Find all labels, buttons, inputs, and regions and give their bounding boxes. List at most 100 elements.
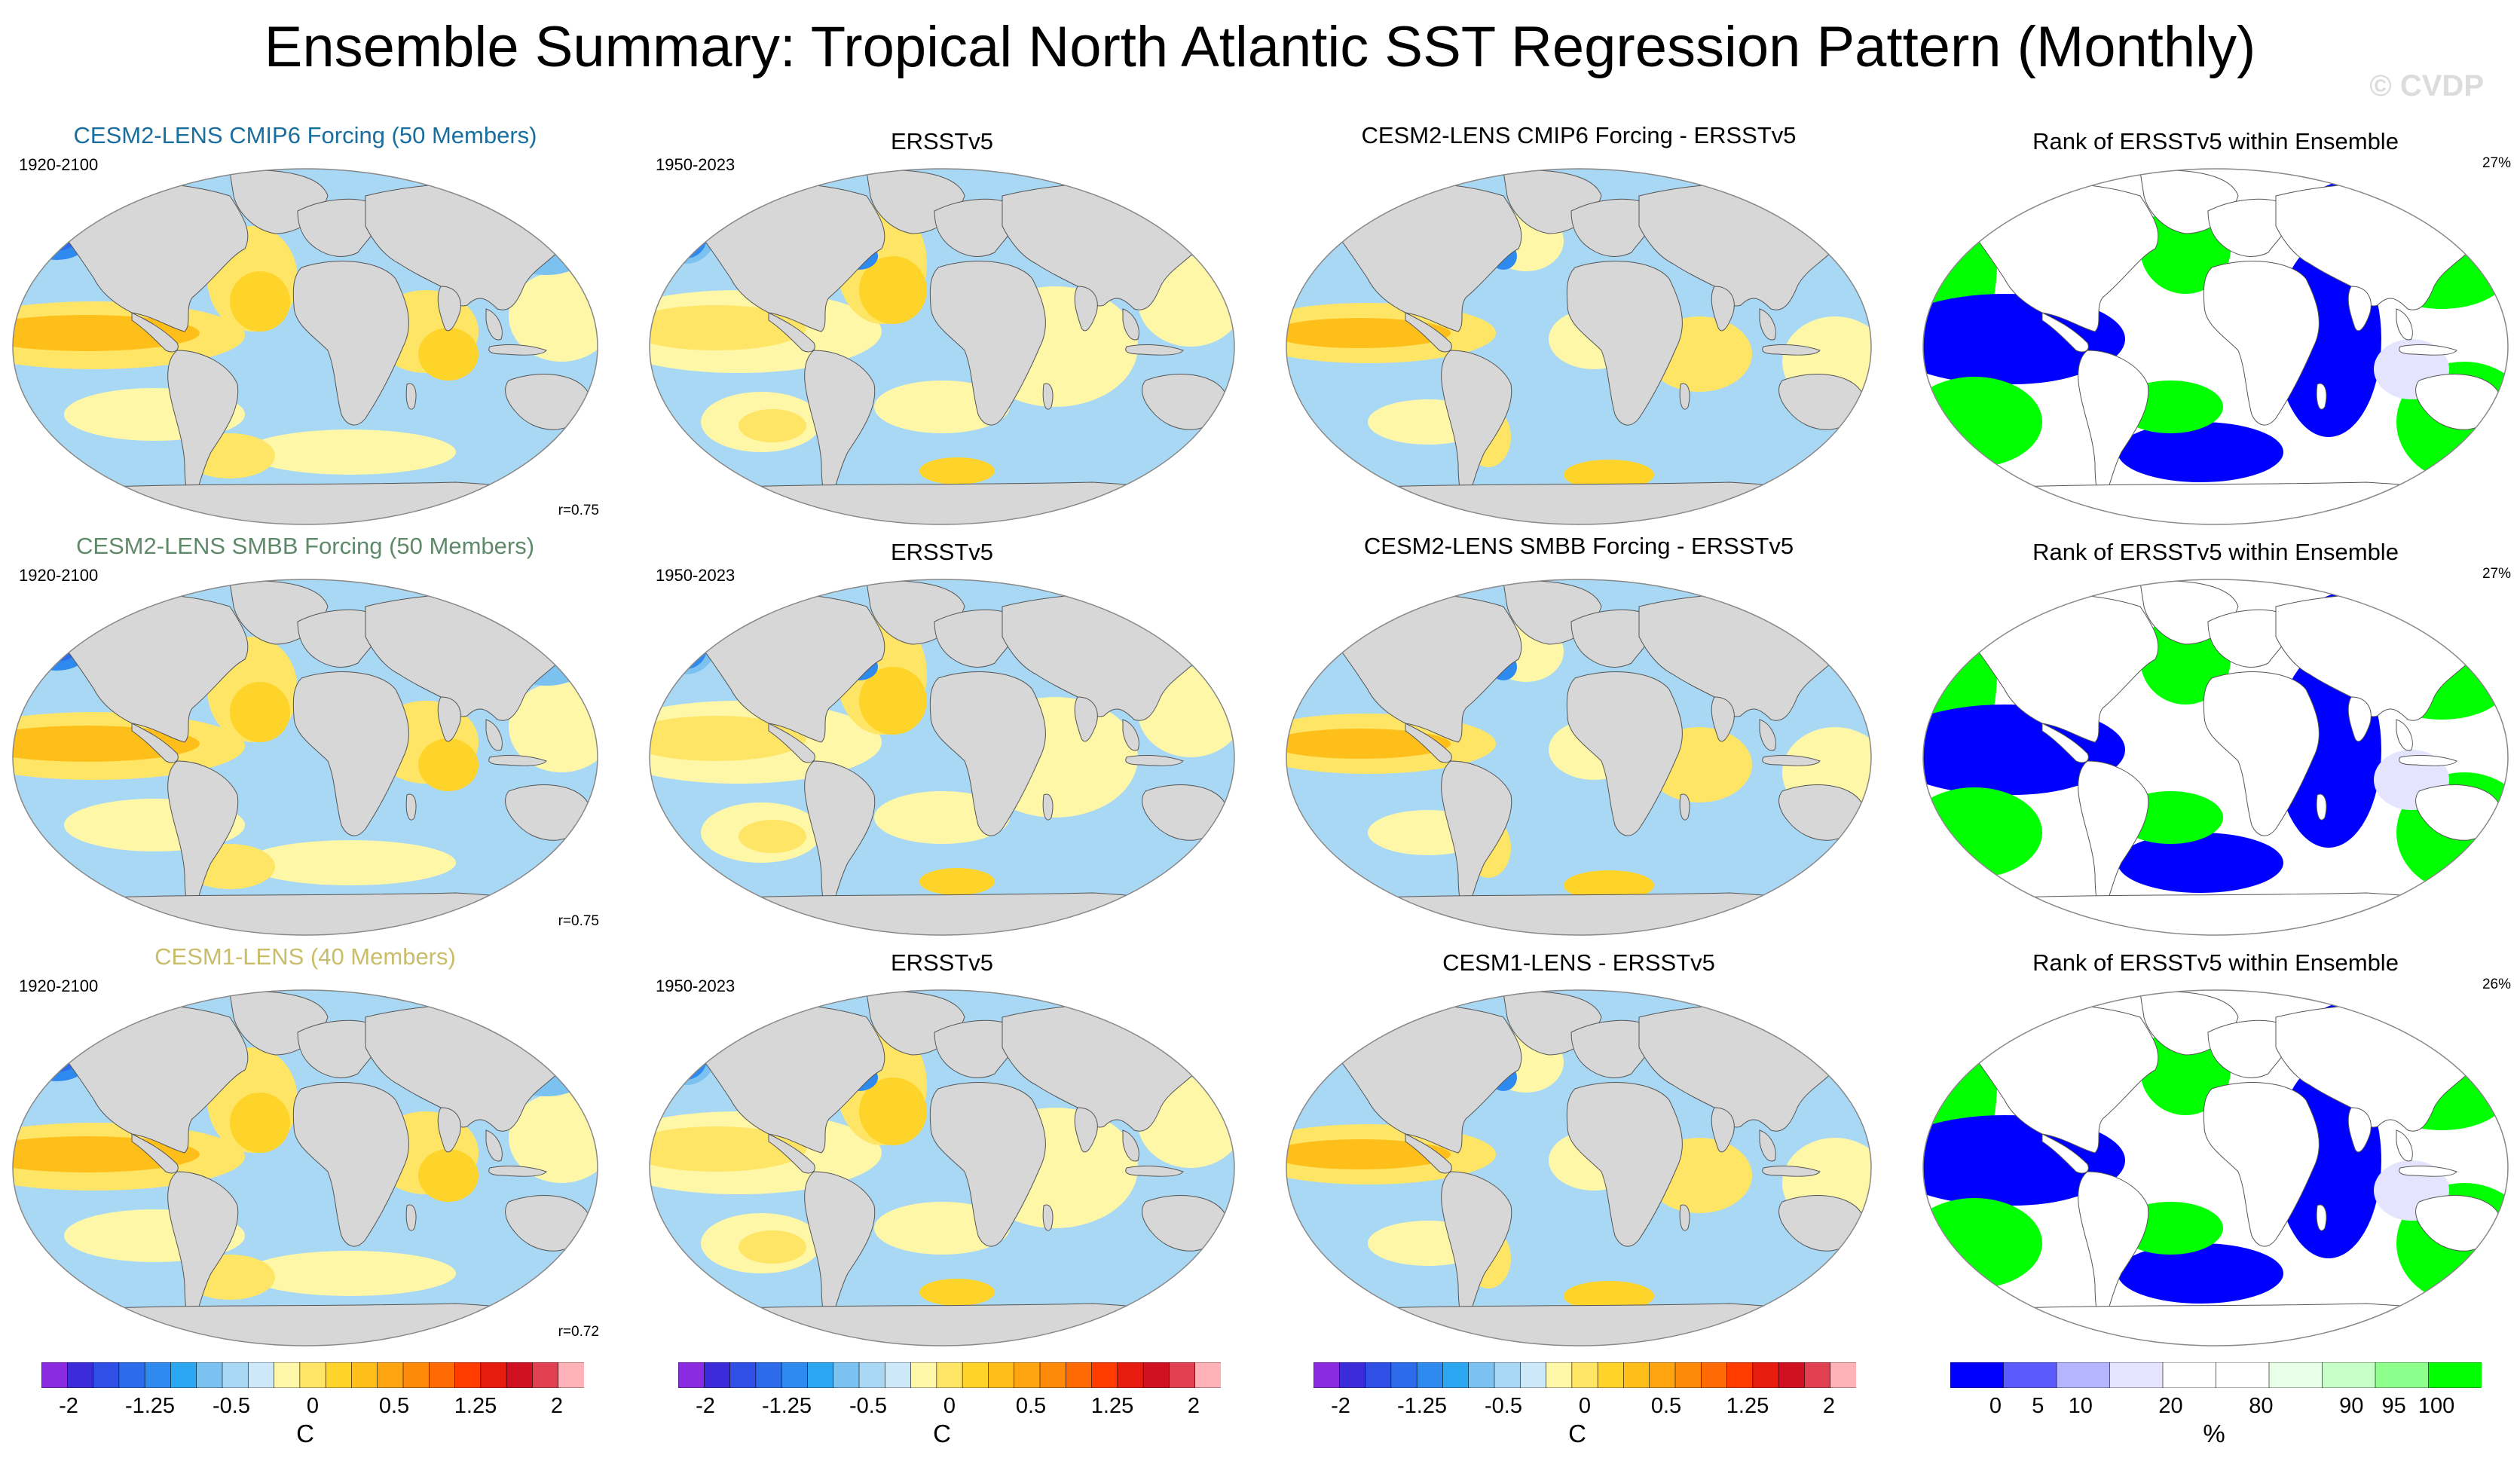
colorbar-swatch bbox=[1365, 1362, 1392, 1388]
colorbar-swatch bbox=[1623, 1362, 1650, 1388]
colorbar-swatch bbox=[1468, 1362, 1495, 1388]
colorbar-swatch bbox=[1390, 1362, 1418, 1388]
colorbar-swatch bbox=[1546, 1362, 1573, 1388]
colorbar-tick-label: 0.5 bbox=[1015, 1394, 1047, 1418]
colorbar-swatch bbox=[558, 1362, 584, 1388]
colorbar-swatch bbox=[1065, 1362, 1093, 1388]
sst-regression-map bbox=[649, 989, 1235, 1346]
colorbar-swatch bbox=[506, 1362, 534, 1388]
panel-row1-obs: ERSSTv5 1950-2023 bbox=[641, 121, 1243, 531]
colorbar-swatch bbox=[1416, 1362, 1444, 1388]
colorbar-swatch bbox=[910, 1362, 937, 1388]
figure-title: Ensemble Summary: Tropical North Atlanti… bbox=[264, 15, 2256, 79]
colorbar-swatch bbox=[1194, 1362, 1221, 1388]
colorbar-swatch bbox=[454, 1362, 482, 1388]
colorbar-tick-label: -2 bbox=[1331, 1394, 1350, 1418]
colorbar-swatch bbox=[781, 1362, 809, 1388]
colorbar-swatch bbox=[1778, 1362, 1806, 1388]
panel-row1-model: CESM2-LENS CMIP6 Forcing (50 Members) 19… bbox=[4, 121, 607, 531]
panel-row1-rank: Rank of ERSSTv5 within Ensemble 27% bbox=[1914, 121, 2517, 531]
colorbar-tick-label: 20 bbox=[2158, 1394, 2183, 1418]
colorbar-swatch bbox=[196, 1362, 223, 1388]
colorbar-swatch bbox=[1571, 1362, 1598, 1388]
pattern-correlation: r=0.75 bbox=[558, 913, 599, 929]
panel-row1-diff: CESM2-LENS CMIP6 Forcing - ERSSTv5 bbox=[1277, 121, 1880, 531]
colorbar-swatch bbox=[1169, 1362, 1196, 1388]
panel-row2-model: CESM2-LENS SMBB Forcing (50 Members) 192… bbox=[4, 531, 607, 942]
colorbar-tick-label: -0.5 bbox=[1485, 1394, 1522, 1418]
sst-regression-map bbox=[649, 579, 1235, 936]
colorbar-swatch bbox=[729, 1362, 757, 1388]
rank-percent: 27% bbox=[2482, 155, 2511, 171]
colorbar-swatch bbox=[2268, 1362, 2323, 1388]
colorbar-swatch bbox=[2216, 1362, 2270, 1388]
colorbar-tick-label: 2 bbox=[550, 1394, 564, 1418]
rank-map bbox=[1922, 989, 2509, 1346]
sst-difference-map bbox=[1286, 579, 1872, 936]
colorbar-tick-label: -2 bbox=[696, 1394, 715, 1418]
panel-title-obs: ERSSTv5 bbox=[890, 949, 994, 976]
colorbar-swatch bbox=[325, 1362, 353, 1388]
colorbar-swatch bbox=[274, 1362, 301, 1388]
colorbar-tick-label: 2 bbox=[1822, 1394, 1836, 1418]
sst-regression-map bbox=[12, 989, 598, 1346]
panel-title-obs: ERSSTv5 bbox=[890, 128, 994, 154]
colorbar-tick-label: -1.25 bbox=[124, 1394, 176, 1418]
panel-years: 1920-2100 bbox=[19, 977, 99, 995]
colorbar-swatch bbox=[1674, 1362, 1702, 1388]
colorbar-swatch bbox=[884, 1362, 912, 1388]
colorbar-swatch bbox=[1117, 1362, 1144, 1388]
sst-difference-map bbox=[1286, 168, 1872, 525]
panel-row2-rank: Rank of ERSSTv5 within Ensemble 27% bbox=[1914, 531, 2517, 942]
rank-colorbar-unit: % bbox=[2203, 1420, 2225, 1447]
panel-row2-diff: CESM2-LENS SMBB Forcing - ERSSTv5 bbox=[1277, 531, 1880, 942]
colorbar-swatch bbox=[222, 1362, 249, 1388]
colorbar-tick-label: -0.5 bbox=[849, 1394, 887, 1418]
colorbar-swatch bbox=[247, 1362, 275, 1388]
colorbar-tick-label: 5 bbox=[2032, 1394, 2044, 1418]
panel-title-model: CESM2-LENS SMBB Forcing (50 Members) bbox=[75, 533, 535, 559]
colorbar-swatch bbox=[532, 1362, 559, 1388]
colorbar-swatch bbox=[2109, 1362, 2164, 1388]
colorbar-swatch bbox=[1597, 1362, 1625, 1388]
sst-colorbar-swatches bbox=[41, 1362, 584, 1388]
colorbar-swatch bbox=[144, 1362, 172, 1388]
panel-row3-diff: CESM1-LENS - ERSSTv5 bbox=[1277, 942, 1880, 1353]
colorbar-swatch bbox=[807, 1362, 834, 1388]
colorbar-swatch bbox=[377, 1362, 404, 1388]
colorbar-swatch bbox=[66, 1362, 94, 1388]
panel-title-diff: CESM2-LENS SMBB Forcing - ERSSTv5 bbox=[1363, 533, 1794, 559]
panel-title-obs: ERSSTv5 bbox=[890, 539, 994, 565]
panel-row3-obs: ERSSTv5 1950-2023 bbox=[641, 942, 1243, 1353]
rank-map bbox=[1922, 579, 2509, 936]
colorbar-tick-label: 100 bbox=[2418, 1394, 2455, 1418]
colorbar-swatch bbox=[1338, 1362, 1366, 1388]
colorbar-swatch bbox=[2003, 1362, 2057, 1388]
pattern-correlation: r=0.72 bbox=[558, 1324, 599, 1340]
colorbar-swatch bbox=[1039, 1362, 1067, 1388]
colorbar-tick-label: 1.25 bbox=[1090, 1394, 1134, 1418]
colorbar-swatch bbox=[678, 1362, 705, 1388]
sst-colorbar-unit: C bbox=[1568, 1420, 1586, 1447]
rank-colorbar: 0 5 10 20 80 90 95 100 % bbox=[1950, 1362, 2493, 1447]
colorbar-swatch bbox=[428, 1362, 456, 1388]
panel-years: 1950-2023 bbox=[656, 977, 736, 995]
colorbar-swatch bbox=[1700, 1362, 1728, 1388]
colorbar-swatch bbox=[1726, 1362, 1754, 1388]
colorbar-swatch bbox=[936, 1362, 963, 1388]
rank-colorbar-swatches bbox=[1950, 1362, 2482, 1388]
colorbar-swatch bbox=[170, 1362, 197, 1388]
panel-row3-model: CESM1-LENS (40 Members) 1920-2100 r=0.72 bbox=[4, 942, 607, 1353]
panel-years: 1920-2100 bbox=[19, 155, 99, 174]
sst-colorbar-2: -2 -1.25 -0.5 0 0.5 1.25 2 C bbox=[678, 1362, 1221, 1447]
colorbar-tick-label: 95 bbox=[2381, 1394, 2406, 1418]
colorbar-tick-label: 0.5 bbox=[378, 1394, 410, 1418]
rank-percent: 27% bbox=[2482, 566, 2511, 582]
colorbar-swatch bbox=[1494, 1362, 1521, 1388]
sst-regression-map bbox=[649, 168, 1235, 525]
sst-regression-map bbox=[12, 168, 598, 525]
colorbar-tick-label: 0 bbox=[1989, 1394, 2002, 1418]
colorbar-tick-label: 2 bbox=[1187, 1394, 1200, 1418]
panel-years: 1950-2023 bbox=[656, 155, 736, 174]
sst-colorbar-3: -2 -1.25 -0.5 0 0.5 1.25 2 C bbox=[1314, 1362, 1856, 1447]
